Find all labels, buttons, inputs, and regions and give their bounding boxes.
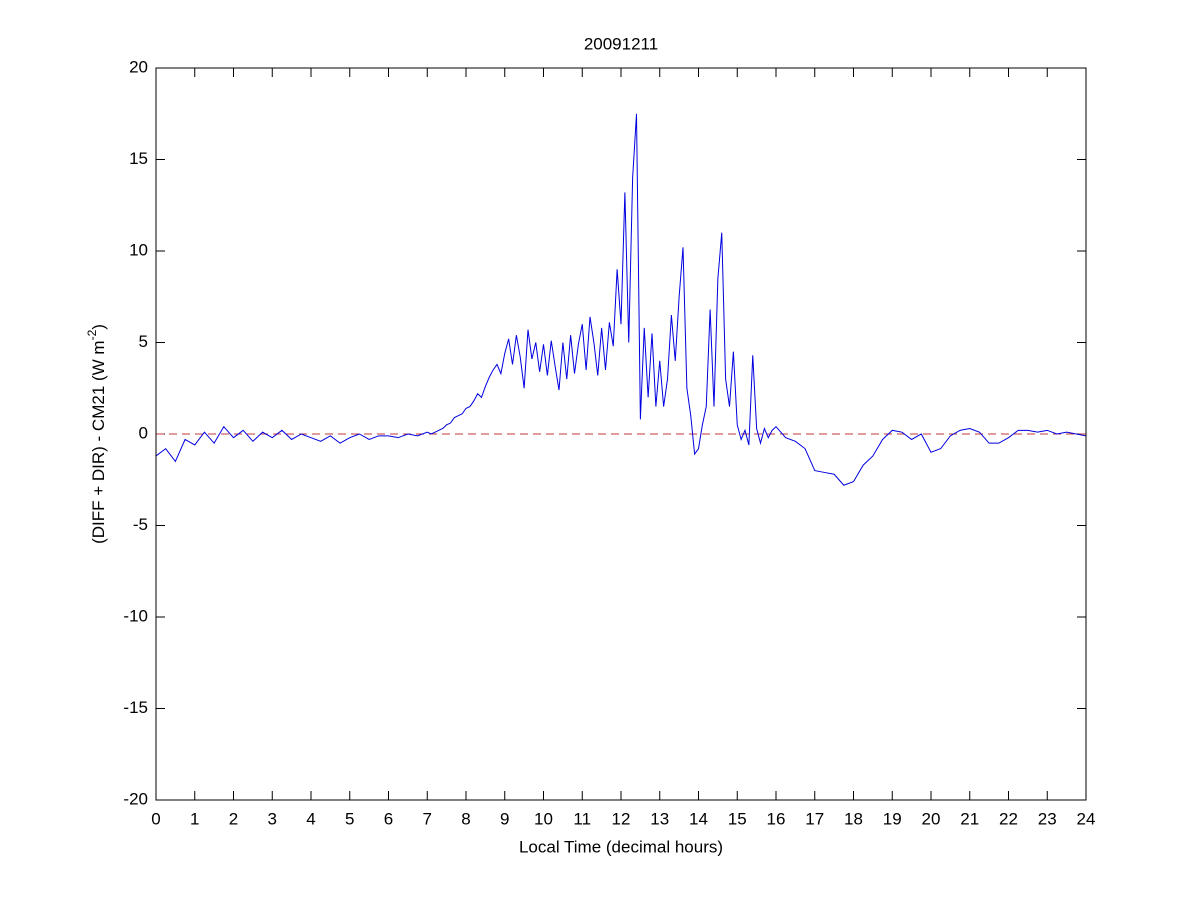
- y-tick-label: 20: [129, 57, 148, 76]
- x-tick-label: 0: [151, 809, 160, 828]
- y-axis-label-end: ): [89, 324, 108, 330]
- y-tick-label: 15: [129, 149, 148, 168]
- x-tick-label: 11: [573, 809, 591, 828]
- x-tick-label: 3: [268, 809, 277, 828]
- y-tick-label: 5: [139, 332, 148, 351]
- plot-frame: [155, 67, 1087, 801]
- data-line: [155, 113, 1087, 486]
- x-tick-label: 5: [345, 809, 354, 828]
- x-tick-label: 12: [612, 809, 631, 828]
- x-tick-label: 19: [883, 809, 902, 828]
- x-axis-label: Local Time (decimal hours): [519, 837, 723, 856]
- x-tick-label: 15: [728, 809, 747, 828]
- x-tick-label: 8: [461, 809, 470, 828]
- x-tick-label: 9: [500, 809, 509, 828]
- plot-area: [156, 68, 1086, 800]
- y-tick-label: 10: [129, 240, 148, 259]
- x-tick-label: 7: [423, 809, 432, 828]
- y-tick-label: -20: [123, 789, 148, 808]
- x-tick-label: 16: [767, 809, 786, 828]
- x-tick-label: 21: [960, 809, 979, 828]
- y-axis-label-sup: -2: [85, 329, 99, 340]
- y-tick-label: -10: [123, 606, 148, 625]
- x-tick-label: 2: [229, 809, 238, 828]
- y-axis-label: (DIFF + DIR) - CM21 (W m-2): [85, 324, 108, 544]
- x-tick-label: 10: [534, 809, 553, 828]
- x-tick-label: 13: [650, 809, 669, 828]
- chart-title: 20091211: [584, 34, 658, 53]
- x-tick-label: 1: [190, 809, 199, 828]
- x-tick-label: 18: [844, 809, 863, 828]
- x-tick-label: 14: [689, 809, 708, 828]
- y-tick-label: 0: [139, 423, 148, 442]
- x-tick-label: 22: [999, 809, 1018, 828]
- y-axis-label-main: (DIFF + DIR) - CM21 (W m: [89, 340, 108, 544]
- x-tick-label: 4: [306, 809, 315, 828]
- x-tick-label: 17: [805, 809, 824, 828]
- y-tick-label: -5: [133, 515, 148, 534]
- x-tick-label: 20: [922, 809, 941, 828]
- x-tick-label: 23: [1038, 809, 1057, 828]
- x-tick-label: 24: [1077, 809, 1096, 828]
- y-tick-label: -15: [123, 698, 148, 717]
- x-tick-label: 6: [384, 809, 393, 828]
